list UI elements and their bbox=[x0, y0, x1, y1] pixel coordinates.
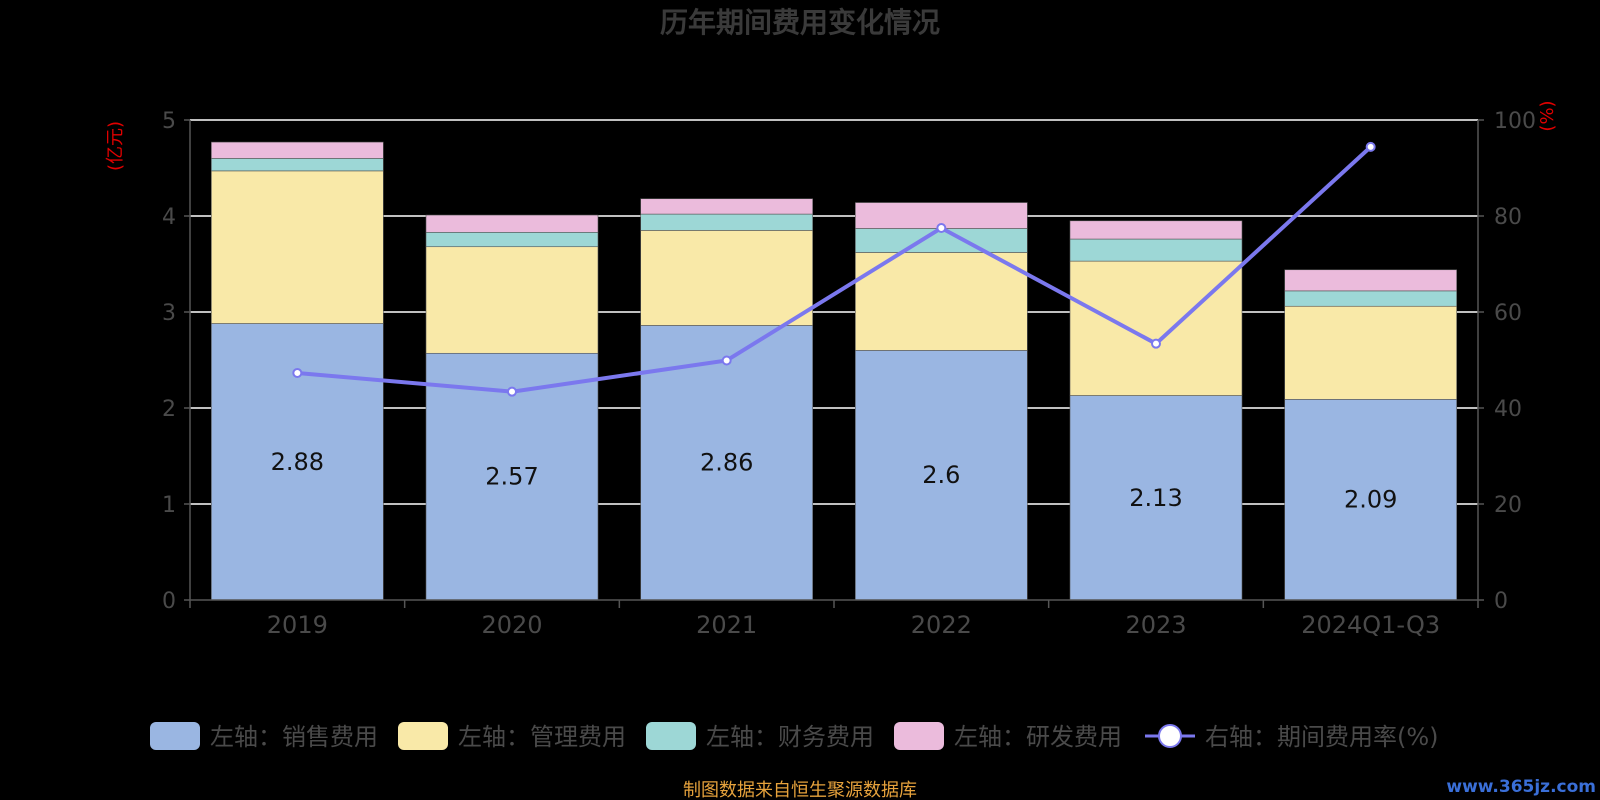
data-label: 2.09 bbox=[1344, 486, 1397, 514]
left-axis-tick-label: 0 bbox=[162, 589, 176, 614]
right-axis-tick-label: 20 bbox=[1494, 493, 1522, 518]
left-axis-tick-label: 2 bbox=[162, 397, 176, 422]
bar-segment bbox=[640, 230, 813, 326]
source-note: 制图数据来自恒生聚源数据库 bbox=[683, 780, 917, 800]
legend-label: 右轴：期间费用率(%) bbox=[1205, 723, 1439, 751]
watermark-text: www.365jz.com bbox=[1446, 777, 1596, 797]
rate-point bbox=[507, 386, 517, 397]
rate-line bbox=[292, 141, 1376, 397]
right-axis-tick-label: 60 bbox=[1494, 301, 1522, 326]
x-axis-tick-label: 2024Q1-Q3 bbox=[1301, 611, 1440, 639]
bar-segment bbox=[425, 232, 599, 248]
right-axis-tick-label: 100 bbox=[1494, 109, 1536, 134]
right-axis-tick-label: 80 bbox=[1494, 205, 1522, 230]
left-axis-label: (亿元) bbox=[105, 121, 126, 171]
bar-segment bbox=[211, 170, 384, 324]
bar-segment bbox=[640, 325, 813, 601]
legend-swatch bbox=[150, 722, 200, 750]
rate-point bbox=[721, 355, 732, 366]
legend-label: 左轴：管理费用 bbox=[458, 723, 626, 751]
bar-segment bbox=[211, 141, 384, 159]
legend-swatch bbox=[398, 722, 448, 750]
data-label: 2.57 bbox=[485, 463, 538, 491]
data-labels: 2.88 2.57 2.86 2.6 2.13 2.09 bbox=[271, 448, 1398, 514]
x-axis-tick-label: 2021 bbox=[696, 611, 757, 639]
left-axis-tick-label: 4 bbox=[162, 205, 176, 230]
left-axis-tick-label: 1 bbox=[162, 493, 176, 518]
bar-segment bbox=[640, 198, 813, 215]
rate-point bbox=[1151, 338, 1161, 349]
x-axis-tick-label: 2019 bbox=[267, 611, 328, 639]
legend-swatch bbox=[646, 722, 696, 750]
grid-lines bbox=[190, 119, 1478, 505]
legend-marker bbox=[1158, 724, 1182, 748]
bars bbox=[211, 141, 1457, 601]
bar-segment bbox=[1069, 238, 1243, 262]
axes: 0 1 2 3 4 5 0 20 40 60 80 100 2019 2020 2021 2022 2023 20… bbox=[162, 109, 1536, 639]
bar-segment bbox=[1284, 290, 1457, 307]
data-label: 2.13 bbox=[1129, 484, 1182, 512]
bar-segment bbox=[855, 252, 1028, 351]
bar-segment bbox=[1069, 220, 1243, 240]
bar-segment bbox=[1069, 260, 1243, 396]
rate-point bbox=[292, 367, 303, 378]
rate-point bbox=[936, 223, 947, 233]
legend-label: 左轴：研发费用 bbox=[954, 723, 1122, 751]
bar-segment bbox=[425, 352, 599, 601]
bar-segment bbox=[640, 213, 813, 231]
data-label: 2.88 bbox=[271, 448, 324, 476]
bar-segment bbox=[425, 246, 599, 354]
bar-segment bbox=[211, 158, 384, 172]
bar-segment bbox=[855, 350, 1028, 601]
data-label: 2.6 bbox=[922, 461, 960, 489]
legend: 左轴：销售费用 左轴：管理费用 左轴：财务费用 左轴：研发费用 右轴：期间费用率(%) bbox=[150, 722, 1439, 751]
right-axis-label: (%) bbox=[1537, 100, 1558, 131]
chart-title: 历年期间费用变化情况 bbox=[660, 6, 940, 39]
rate-line-path bbox=[297, 145, 1373, 394]
x-axis-tick-label: 2023 bbox=[1125, 611, 1186, 639]
legend-label: 左轴：销售费用 bbox=[210, 723, 378, 751]
rate-point bbox=[1365, 141, 1376, 152]
bar-segment bbox=[1284, 399, 1457, 601]
legend-label: 左轴：财务费用 bbox=[706, 723, 874, 751]
right-axis-tick-label: 0 bbox=[1494, 589, 1508, 614]
bar-segment bbox=[1284, 305, 1457, 400]
right-axis-tick-label: 40 bbox=[1494, 397, 1522, 422]
bar-segment bbox=[1284, 269, 1457, 292]
bar-segment bbox=[425, 214, 599, 233]
legend-swatch bbox=[894, 722, 944, 750]
left-axis-tick-label: 3 bbox=[162, 301, 176, 326]
x-axis-tick-label: 2022 bbox=[911, 611, 972, 639]
left-axis-tick-label: 5 bbox=[162, 109, 176, 134]
data-label: 2.86 bbox=[700, 449, 753, 477]
x-axis-tick-label: 2020 bbox=[481, 611, 542, 639]
bar-segment bbox=[1069, 395, 1243, 601]
